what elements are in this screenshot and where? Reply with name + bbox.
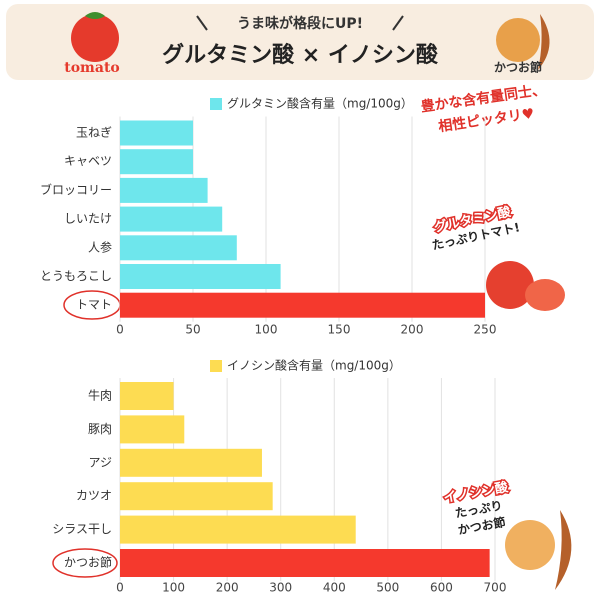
tomato-label: tomato xyxy=(64,60,120,76)
tomato-illustration xyxy=(486,261,534,309)
bar xyxy=(120,448,262,477)
x-tick-label: 500 xyxy=(376,581,399,595)
x-tick-label: 0 xyxy=(116,323,124,337)
x-tick-label: 150 xyxy=(328,323,351,337)
katsuobushi-illustration xyxy=(555,510,572,590)
y-tick-label: シラス干し xyxy=(52,522,112,536)
bar xyxy=(120,482,273,511)
tomato-illustration xyxy=(525,279,565,311)
x-tick-label: 100 xyxy=(162,581,185,595)
x-tick-label: 200 xyxy=(216,581,239,595)
katsuobushi-block xyxy=(538,14,550,70)
x-tick-label: 300 xyxy=(269,581,292,595)
x-tick-label: 400 xyxy=(323,581,346,595)
title: グルタミン酸 × イノシン酸 xyxy=(162,42,439,68)
y-tick-label: アジ xyxy=(88,455,112,469)
bar xyxy=(120,549,490,577)
deco xyxy=(196,15,208,31)
bar xyxy=(120,382,174,410)
y-tick-label: 牛肉 xyxy=(88,388,112,403)
y-tick-label: 玉ねぎ xyxy=(76,126,112,140)
y-tick-label: 人参 xyxy=(88,239,112,254)
y-tick-label: とうもろこし xyxy=(40,269,112,283)
legend-swatch xyxy=(210,98,222,110)
y-tick-label: 豚肉 xyxy=(88,422,112,436)
bar xyxy=(120,515,356,544)
x-tick-label: 250 xyxy=(474,323,497,337)
bar xyxy=(120,292,485,318)
legend-label: グルタミン酸含有量（mg/100g） xyxy=(227,96,413,111)
y-tick-label: しいたけ xyxy=(64,212,112,226)
bar xyxy=(120,415,185,444)
y-tick-label: キャベツ xyxy=(64,154,112,168)
y-tick-label: かつお節 xyxy=(64,555,112,570)
tomato-icon xyxy=(71,14,119,62)
bar xyxy=(120,206,223,232)
bar xyxy=(120,177,208,203)
tomato-leaf xyxy=(85,12,105,19)
bar xyxy=(120,120,193,146)
highlight-circle xyxy=(52,548,118,578)
x-tick-label: 200 xyxy=(401,323,424,337)
x-tick-label: 600 xyxy=(430,581,453,595)
y-tick-label: カツオ xyxy=(76,489,112,503)
deco xyxy=(392,15,404,31)
x-tick-label: 50 xyxy=(185,323,200,337)
y-tick-label: ブロッコリー xyxy=(40,182,112,197)
bar xyxy=(120,264,281,289)
x-tick-label: 700 xyxy=(484,581,507,595)
x-tick-label: 0 xyxy=(116,581,124,595)
katsuobushi-label: かつお節 xyxy=(494,60,542,75)
bar xyxy=(120,149,193,175)
x-tick-label: 100 xyxy=(255,323,278,337)
header-band xyxy=(6,4,594,80)
legend-label: イノシン酸含有量（mg/100g） xyxy=(227,358,401,373)
legend-swatch xyxy=(210,360,222,372)
subtitle: うま味が格段にUP! xyxy=(237,15,363,32)
katsuobushi-illustration xyxy=(505,520,555,570)
y-tick-label: トマト xyxy=(76,298,112,312)
katsuobushi-icon xyxy=(496,18,540,62)
bar xyxy=(120,235,237,261)
